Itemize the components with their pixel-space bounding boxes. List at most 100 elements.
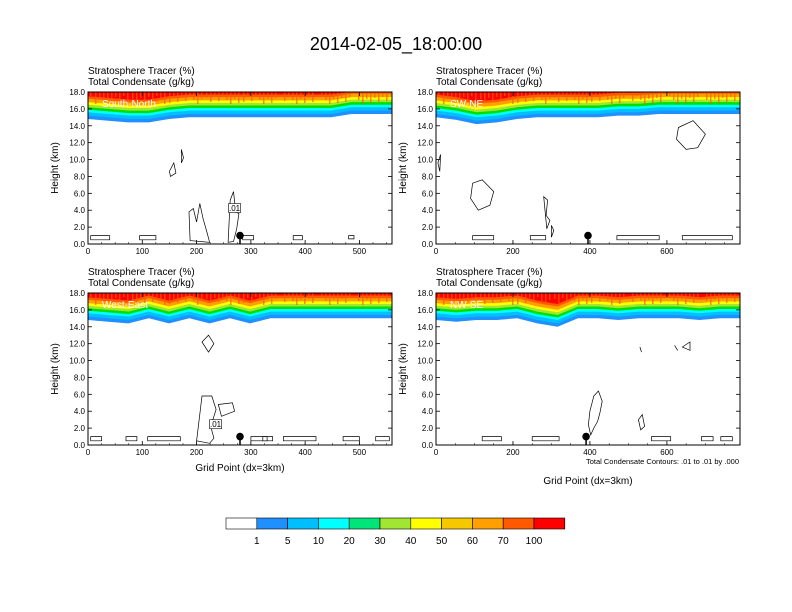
tracer-streak <box>615 92 617 99</box>
plot-frame <box>435 292 741 446</box>
x-tick-label: 200 <box>190 247 204 256</box>
condensate-contour <box>616 235 660 241</box>
x-tick-label: 500 <box>353 448 367 457</box>
colorbar-box <box>441 517 473 530</box>
tracer-streak <box>636 293 638 297</box>
condensate-contour <box>529 235 547 241</box>
tracer-streak <box>447 293 449 300</box>
tracer-streak <box>119 92 121 101</box>
tracer-streak <box>595 293 597 298</box>
figure-title: 2014-02-05_18:00:00 <box>310 34 482 55</box>
condensate-contour <box>481 436 502 442</box>
x-axis-label: Grid Point (dx=3km) <box>195 463 284 474</box>
tracer-streak <box>333 293 335 300</box>
tracer-streak <box>206 92 208 98</box>
condensate-contour <box>676 120 706 150</box>
x-tick-label: 400 <box>583 448 597 457</box>
y-tick-label: 4.0 <box>74 407 86 416</box>
tracer-streak <box>734 293 736 302</box>
tracer-streak <box>362 92 364 104</box>
tracer-streak <box>345 293 347 303</box>
panel-header-line: Stratosphere Tracer (%) <box>436 267 543 278</box>
tracer-streak <box>107 293 109 299</box>
tracer-streak <box>517 92 519 103</box>
y-tick-label: 18.0 <box>417 88 433 97</box>
tracer-streak <box>382 293 384 298</box>
tracer-streak <box>652 293 654 304</box>
tracer-streak <box>271 92 273 103</box>
tracer-streak <box>681 92 683 99</box>
tracer-streak <box>504 293 506 297</box>
tracer-streak <box>693 92 695 102</box>
tracer-streak <box>304 92 306 103</box>
tracer-streak <box>292 92 294 100</box>
tracer-streak <box>308 293 310 299</box>
tracer-streak <box>127 293 129 301</box>
tracer-streak <box>296 92 298 104</box>
tracer-streak <box>615 293 617 300</box>
tracer-streak <box>321 92 323 96</box>
tracer-streak <box>545 293 547 305</box>
panel-header-line: Total Condensate (g/kg) <box>88 77 194 88</box>
tracer-streak <box>496 92 498 97</box>
condensate-contour <box>181 149 184 164</box>
tracer-streak <box>447 92 449 99</box>
tracer-streak <box>582 92 584 99</box>
y-tick-label: 12.0 <box>69 340 85 349</box>
y-axis-label: Height (km) <box>50 142 61 194</box>
condensate-contour <box>188 203 211 243</box>
condensate-contour <box>681 341 691 351</box>
tracer-streak <box>152 92 154 101</box>
tracer-streak <box>591 92 593 102</box>
colorbar-label: 40 <box>405 536 417 547</box>
tracer-streak <box>496 293 498 298</box>
colorbar-box <box>225 517 258 530</box>
tracer-streak <box>644 293 646 305</box>
tracer-streak <box>90 92 92 96</box>
tracer-streak <box>517 293 519 304</box>
colorbar-label: 30 <box>374 536 386 547</box>
x-tick-label: 300 <box>244 247 258 256</box>
condensate-contour <box>90 436 102 442</box>
tracer-streak <box>148 293 150 298</box>
tracer-streak <box>123 92 125 96</box>
tracer-streak <box>693 293 695 303</box>
tracer-streak <box>321 293 323 297</box>
tracer-streak <box>140 293 142 299</box>
x-axis-label: Grid Point (dx=3km) <box>543 476 632 487</box>
tracer-streak <box>660 293 662 303</box>
tracer-streak <box>99 293 101 300</box>
tracer-streak <box>366 92 368 99</box>
tracer-streak <box>160 92 162 100</box>
tracer-streak <box>193 92 195 100</box>
tracer-streak <box>640 92 642 100</box>
tracer-streak <box>349 293 351 298</box>
condensate-contour <box>147 436 181 442</box>
tracer-streak <box>111 293 113 303</box>
panel-label: West-East <box>102 300 148 311</box>
y-tick-label: 14.0 <box>69 323 85 332</box>
tracer-streak <box>533 293 535 302</box>
tracer-streak <box>169 293 171 304</box>
y-tick-label: 16.0 <box>417 105 433 114</box>
tracer-streak <box>107 92 109 98</box>
tracer-streak <box>533 92 535 101</box>
tracer-streak <box>267 293 269 300</box>
plot-frame <box>87 91 393 245</box>
tracer-streak <box>525 293 527 303</box>
tracer-streak <box>325 293 327 301</box>
y-tick-label: 10.0 <box>417 156 433 165</box>
tracer-streak <box>341 92 343 98</box>
x-tick-label: 100 <box>136 448 150 457</box>
tracer-streak <box>492 293 494 303</box>
colorbar-label: 10 <box>313 536 325 547</box>
tracer-streak <box>382 92 384 97</box>
tracer-streak <box>529 92 531 97</box>
condensate-contour <box>169 161 177 177</box>
tracer-streak <box>467 293 469 302</box>
tracer-streak <box>185 293 187 302</box>
tracer-streak <box>644 92 646 104</box>
tracer-streak <box>656 293 658 299</box>
tracer-streak <box>726 92 728 102</box>
